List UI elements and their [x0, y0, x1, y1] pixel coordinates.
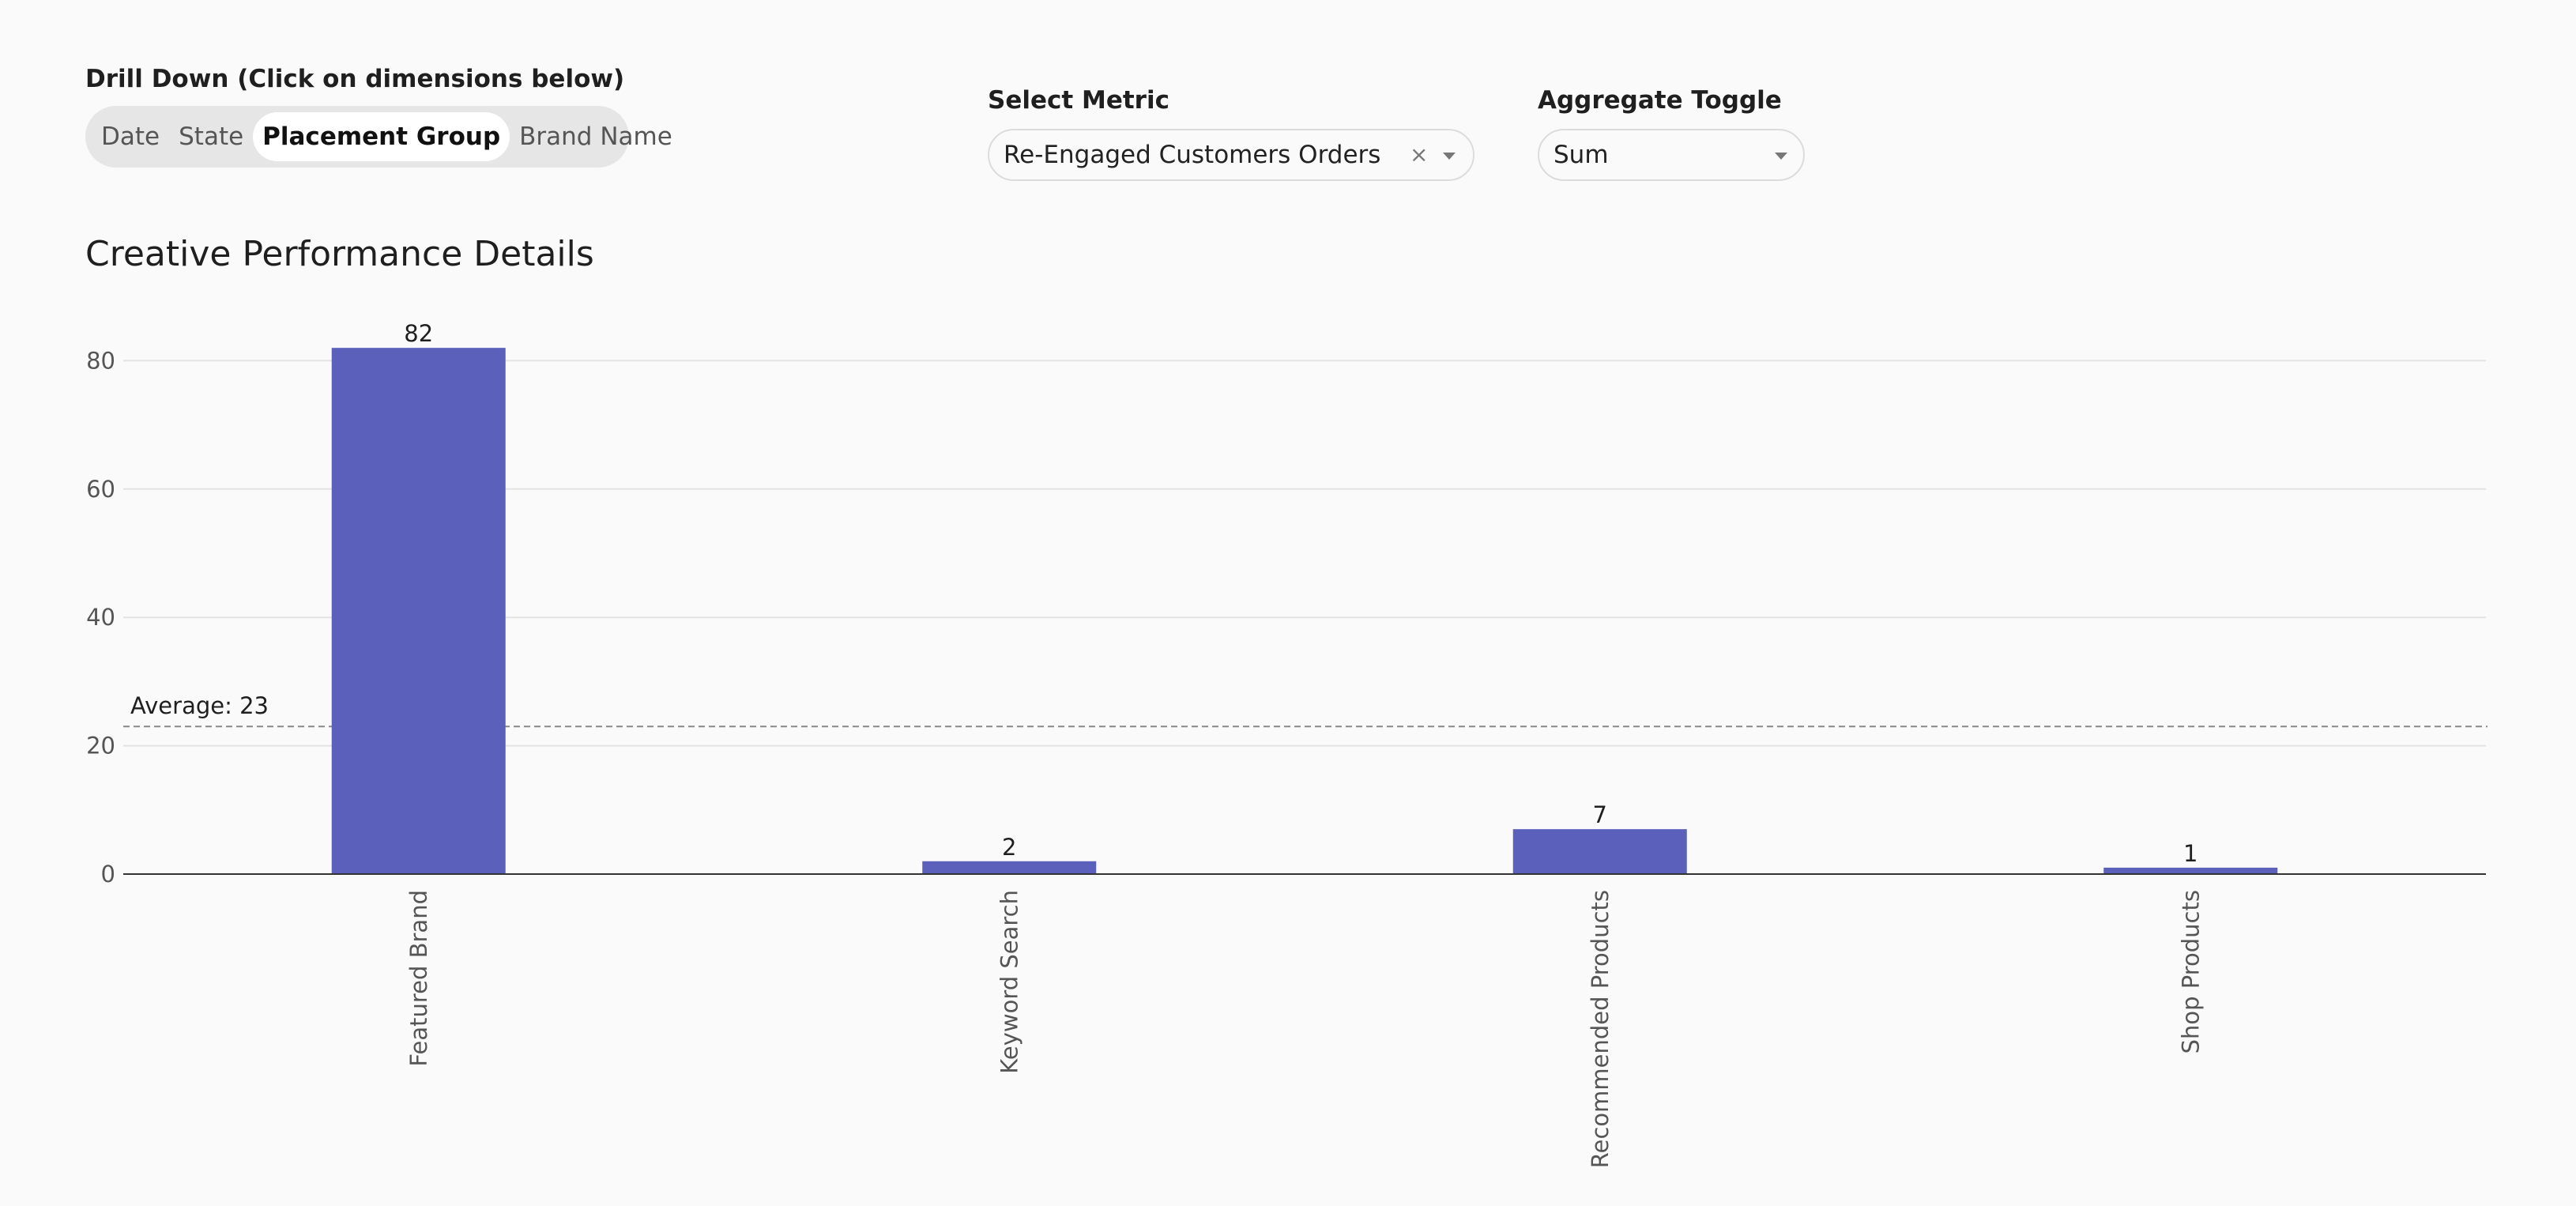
select-metric-label: Select Metric [988, 86, 1169, 115]
drill-down-segmented-control: Date State Placement Group Brand Name [85, 106, 672, 168]
metric-select-value: Re-Engaged Customers Orders [1004, 141, 1381, 169]
x-category-label: Recommended Products [1587, 890, 1614, 1168]
x-category-label: Shop Products [2177, 890, 2204, 1053]
bar[interactable] [331, 348, 506, 874]
y-tick-label: 0 [101, 861, 115, 888]
y-tick-label: 20 [86, 733, 115, 759]
chevron-down-icon[interactable] [1775, 153, 1787, 160]
aggregate-toggle-label: Aggregate Toggle [1538, 86, 1782, 115]
data-label: 82 [404, 320, 433, 347]
average-label: Average: 23 [130, 692, 269, 719]
x-category-label: Keyword Search [996, 890, 1022, 1074]
drill-option-brand-name[interactable]: Brand Name [519, 122, 672, 151]
drill-option-state[interactable]: State [179, 122, 244, 151]
aggregate-select-value: Sum [1554, 141, 1609, 169]
bar[interactable] [1512, 829, 1687, 874]
metric-select[interactable]: Re-Engaged Customers Orders × [988, 129, 1474, 181]
clear-icon[interactable]: × [1410, 141, 1429, 168]
data-label: 2 [1002, 834, 1016, 861]
drill-option-placement-group[interactable]: Placement Group [253, 112, 510, 161]
y-tick-label: 80 [86, 347, 115, 374]
chevron-down-icon[interactable] [1443, 153, 1456, 160]
x-category-label: Featured Brand [405, 890, 432, 1067]
drill-down-label: Drill Down (Click on dimensions below) [85, 65, 625, 93]
bar[interactable] [922, 861, 1097, 874]
y-tick-label: 40 [86, 604, 115, 631]
drill-option-date[interactable]: Date [101, 122, 160, 151]
data-label: 7 [1593, 801, 1607, 828]
data-label: 1 [2183, 840, 2198, 867]
chart-title: Creative Performance Details [85, 234, 594, 274]
bar[interactable] [2103, 867, 2278, 874]
aggregate-select[interactable]: Sum [1538, 129, 1805, 181]
y-tick-label: 60 [86, 476, 115, 503]
